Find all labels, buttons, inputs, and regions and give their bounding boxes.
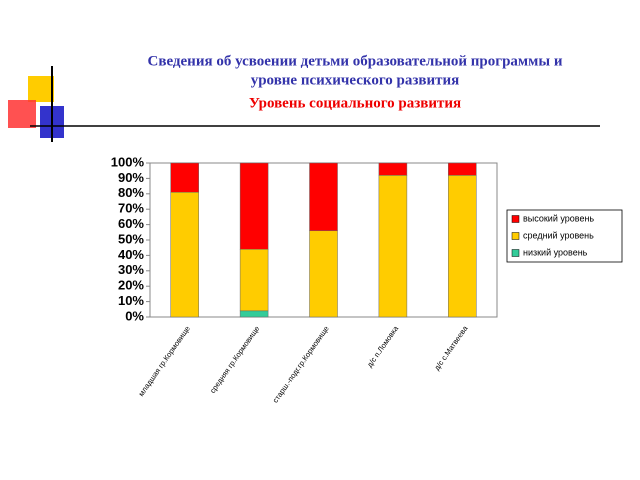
y-tick-label: 40%: [118, 247, 144, 262]
bar-segment: [170, 162, 199, 193]
y-tick-label: 30%: [118, 262, 144, 277]
y-tick-label: 10%: [118, 293, 144, 308]
legend-box: [506, 209, 623, 263]
x-tick-label: старш.-подг.гр.Кормовище: [271, 324, 331, 404]
bar-segment: [378, 162, 408, 176]
y-tick-label: 20%: [118, 278, 144, 293]
bar-segment: [448, 162, 477, 176]
y-tick-label: 100%: [111, 154, 145, 169]
title-line: Сведения об усвоении детьми образователь…: [148, 53, 563, 69]
subtitle: Уровень социального развития: [249, 95, 461, 111]
y-tick-label: 90%: [118, 170, 144, 185]
y-tick-label: 50%: [118, 231, 144, 246]
bar-segment: [239, 248, 269, 312]
bar-segment: [239, 162, 269, 250]
title-line: уровне психического развития: [251, 72, 460, 88]
bar-segment: [448, 175, 477, 318]
bar-segment: [170, 192, 199, 318]
y-tick-label: 80%: [118, 185, 144, 200]
bar-segment: [309, 230, 338, 318]
x-tick-label: средняя гр.Кормовище: [208, 324, 261, 395]
legend-label: низкий уровень: [523, 247, 588, 257]
bar-segment: [239, 310, 269, 318]
legend-swatch: [511, 249, 520, 257]
legend-label: высокий уровень: [523, 213, 594, 223]
y-tick-label: 60%: [118, 216, 144, 231]
y-tick-label: 70%: [118, 201, 144, 216]
legend-label: средний уровень: [523, 230, 594, 240]
x-tick-label: младшая гр.Кормовище: [136, 324, 191, 398]
legend-swatch: [511, 215, 520, 223]
x-tick-label: д/с с.Матвеева: [432, 323, 470, 372]
deco-square: [8, 100, 36, 128]
y-tick-label: 0%: [125, 308, 144, 323]
deco-square: [28, 76, 54, 102]
bar-segment: [378, 175, 408, 318]
bar-segment: [309, 162, 338, 232]
legend-swatch: [511, 232, 520, 240]
x-tick-label: д/с п.Ломовка: [365, 323, 401, 369]
